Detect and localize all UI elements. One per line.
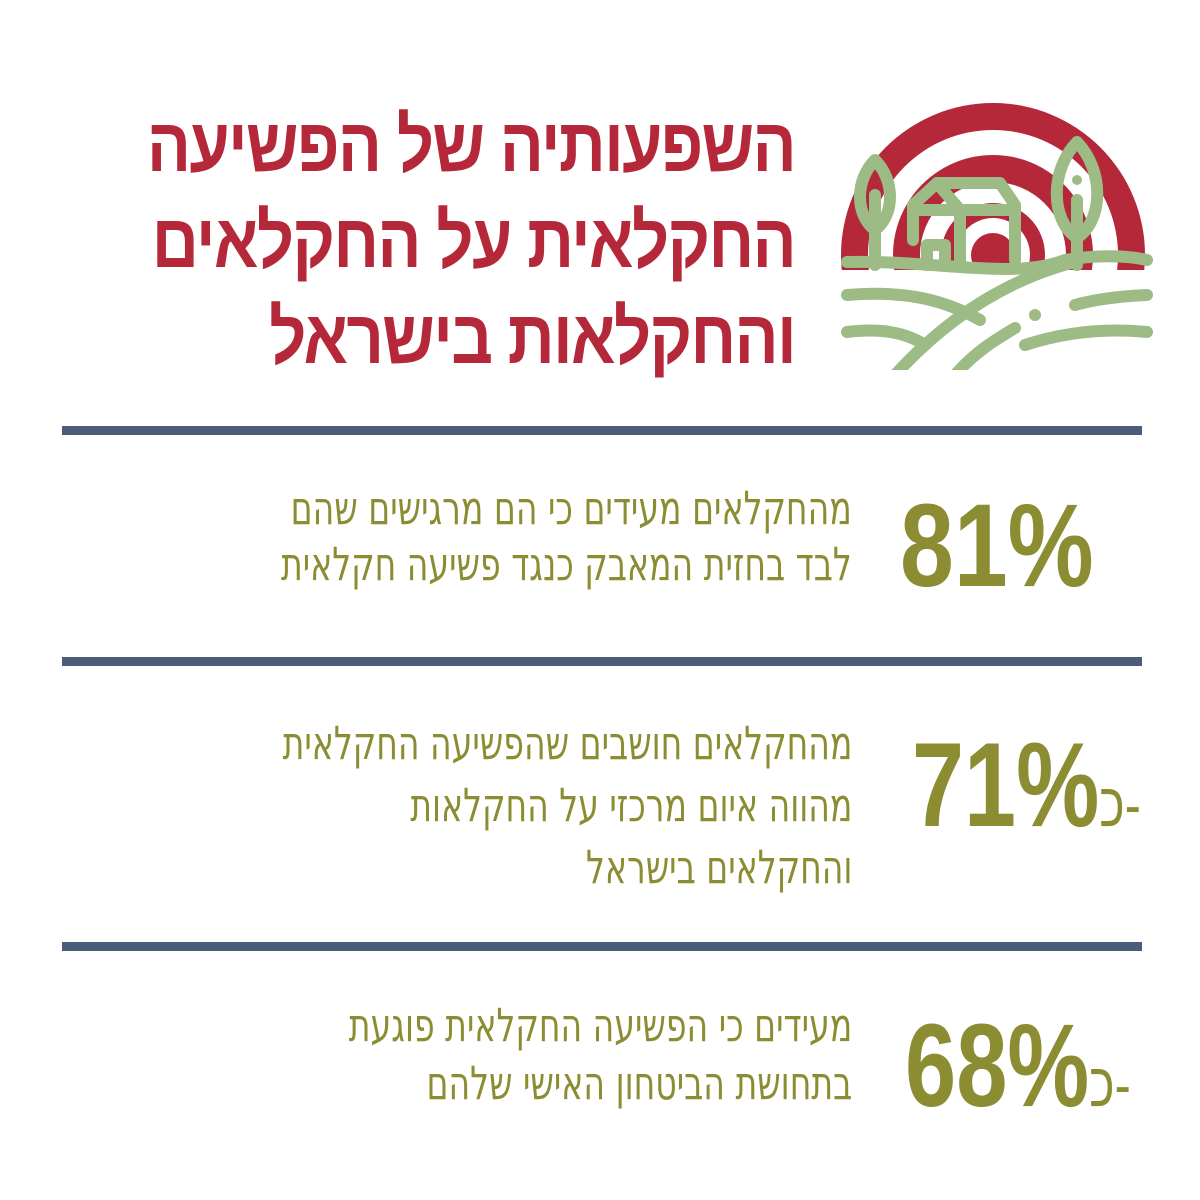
title-line-3: והחקלאות בישראל [269,295,797,380]
stat-value: 81% [900,480,1094,612]
stat-value: 71% [912,718,1100,852]
divider [62,426,1142,435]
stat-description: מעידים כי הפשיעה החקלאית פוגעת בתחושת הב… [348,998,852,1110]
stat-value-81: 81% [900,478,1094,614]
title-line-2: החקלאית על החקלאים [151,199,797,284]
stat-description: מהחקלאים חושבים שהפשיעה החקלאית מהווה אי… [282,716,852,894]
farm-target-icon [835,70,1160,381]
stat-value: 68% [905,1000,1090,1132]
stat-value-68: 68%כ- [905,998,1131,1134]
stat-description: מהחקלאים מעידים כי הם מרגישים שהם לבד בח… [281,481,852,591]
stat-prefix: כ- [1089,1051,1131,1120]
stat-value-71: 71%כ- [912,716,1141,854]
page-title: השפעותיה של הפשיעה החקלאית על החקלאים וה… [141,98,797,386]
stat-prefix: כ- [1099,771,1141,840]
divider [62,657,1142,666]
divider [62,942,1142,951]
title-line-1: השפעותיה של הפשיעה [146,103,797,188]
